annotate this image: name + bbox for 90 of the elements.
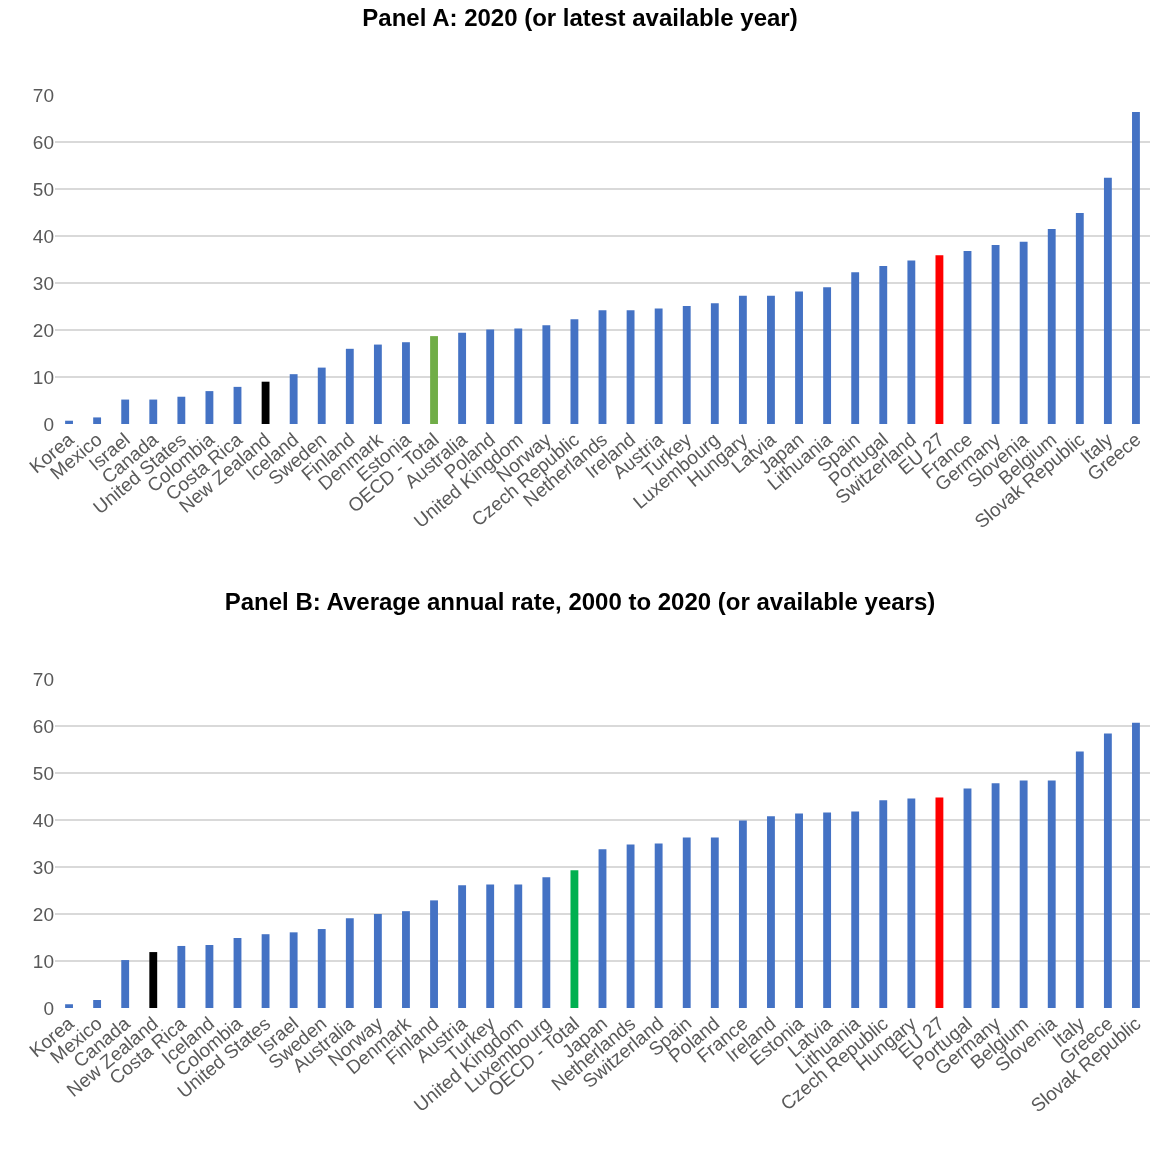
- bar: [486, 329, 495, 424]
- bar: [542, 877, 551, 1008]
- bar: [542, 325, 551, 424]
- bar: [93, 417, 102, 424]
- bar: [514, 328, 523, 424]
- bar: [626, 844, 635, 1008]
- bar: [991, 783, 1000, 1008]
- y-tick-label: 20: [32, 319, 54, 341]
- bar: [1019, 241, 1028, 424]
- y-tick-label: 70: [32, 668, 54, 690]
- bar: [317, 929, 326, 1008]
- bar: [710, 303, 719, 424]
- bar: [1103, 733, 1112, 1008]
- bar: [767, 816, 775, 1008]
- bar: [767, 295, 775, 424]
- bar: [177, 945, 186, 1008]
- bar: [205, 391, 214, 424]
- bar: [682, 306, 691, 424]
- y-tick-label: 30: [32, 272, 54, 294]
- bar: [1075, 751, 1084, 1008]
- bar: [626, 310, 635, 424]
- bar: [1019, 780, 1028, 1008]
- bar: [991, 244, 1000, 424]
- bar: [907, 798, 916, 1008]
- bar: [345, 918, 354, 1008]
- bar: [795, 813, 803, 1008]
- bar: [682, 837, 691, 1008]
- y-tick-label: 50: [32, 762, 54, 784]
- bar: [65, 1004, 73, 1008]
- bar: [823, 812, 832, 1008]
- y-tick-label: 30: [32, 856, 54, 878]
- bar: [654, 843, 663, 1008]
- bar: [1132, 722, 1140, 1008]
- bar: [65, 420, 73, 424]
- bar: [345, 348, 354, 424]
- bar: [289, 932, 298, 1008]
- y-tick-label: 10: [32, 366, 54, 388]
- bar: [430, 336, 438, 424]
- bar: [402, 342, 410, 424]
- bar: [851, 811, 860, 1008]
- bar: [402, 911, 410, 1008]
- bar: [935, 255, 944, 424]
- bar: [261, 381, 270, 424]
- bar: [149, 952, 158, 1008]
- bar: [654, 308, 663, 424]
- bar: [177, 396, 186, 424]
- bar: [851, 272, 860, 424]
- bar: [93, 1000, 102, 1008]
- bar: [935, 797, 944, 1008]
- bar: [373, 914, 382, 1008]
- bar: [121, 960, 130, 1008]
- bar: [317, 367, 326, 424]
- y-tick-label: 50: [32, 178, 54, 200]
- bar: [121, 399, 130, 424]
- bar: [1075, 212, 1084, 424]
- y-tick-label: 60: [32, 131, 54, 153]
- y-tick-label: 60: [32, 715, 54, 737]
- bar: [261, 934, 270, 1008]
- y-tick-label: 40: [32, 225, 54, 247]
- bar: [1103, 177, 1112, 424]
- bar: [1132, 111, 1140, 424]
- bar: [1047, 780, 1056, 1008]
- bar: [458, 332, 467, 424]
- y-tick-label: 20: [32, 903, 54, 925]
- bar: [430, 900, 438, 1008]
- y-tick-label: 0: [43, 997, 54, 1019]
- bar: [373, 344, 382, 424]
- bar: [570, 870, 579, 1008]
- y-tick-label: 10: [32, 950, 54, 972]
- chart-title: Panel B: Average annual rate, 2000 to 2020 (or available years): [224, 587, 936, 615]
- bar: [738, 820, 747, 1008]
- bar: [823, 287, 832, 424]
- bar: [1047, 228, 1056, 424]
- bar: [738, 295, 747, 424]
- bar: [795, 291, 803, 424]
- chart-title: Panel A: 2020 (or latest available year): [362, 3, 798, 31]
- bar: [710, 837, 719, 1008]
- bar: [289, 374, 298, 424]
- bar: [149, 399, 158, 424]
- bar: [879, 266, 888, 424]
- y-tick-label: 70: [32, 84, 54, 106]
- y-tick-label: 40: [32, 809, 54, 831]
- bar: [879, 800, 888, 1008]
- bar: [486, 884, 495, 1008]
- bar: [205, 945, 214, 1008]
- bar: [458, 885, 467, 1008]
- y-tick-label: 0: [43, 413, 54, 435]
- bar: [514, 884, 523, 1008]
- bar: [907, 260, 916, 424]
- bar: [570, 319, 579, 424]
